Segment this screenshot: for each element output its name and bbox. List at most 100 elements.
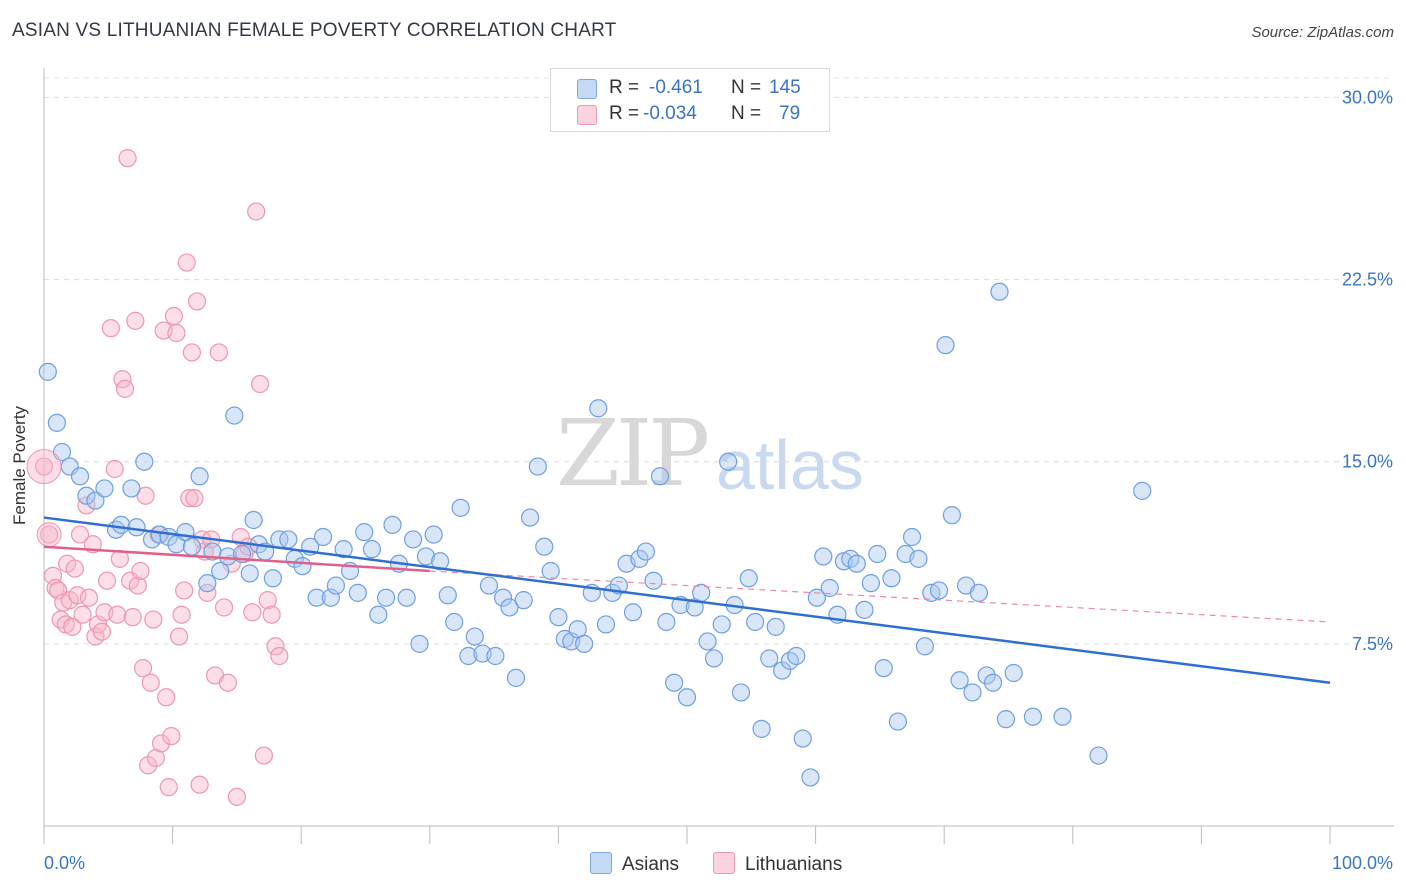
asian-point xyxy=(218,547,237,566)
asian-point xyxy=(820,578,839,598)
asian-point xyxy=(950,671,969,690)
asian-point xyxy=(902,527,922,547)
lithuanian-point xyxy=(46,578,65,598)
n-value: 145 xyxy=(769,77,801,98)
asian-point xyxy=(225,406,244,425)
r-value: -0.034 xyxy=(643,103,697,124)
r-label: R = xyxy=(609,103,640,124)
asian-point xyxy=(369,605,388,624)
lithuanian-point xyxy=(198,583,217,602)
asian-point xyxy=(847,554,866,573)
asian-point xyxy=(410,634,429,653)
x-tick-label: 0.0% xyxy=(44,853,85,873)
lithuanian-point xyxy=(159,778,178,797)
y-tick-label: 30.0% xyxy=(1342,87,1393,107)
lithuanian-point xyxy=(172,605,191,624)
asian-point xyxy=(596,615,616,634)
lithuanian-point xyxy=(164,306,183,326)
asian-point xyxy=(451,498,470,517)
asian-point xyxy=(348,583,367,602)
lithuanian-point xyxy=(141,673,160,692)
asian-point xyxy=(739,569,758,588)
legend-label-lithuanians: Lithuanians xyxy=(745,854,843,875)
asian-point xyxy=(731,683,751,702)
lithuanian-point xyxy=(169,627,189,646)
lithuanian-point xyxy=(34,457,54,476)
asian-point xyxy=(1133,481,1152,500)
lithuanian-point xyxy=(180,489,199,508)
asian-point xyxy=(1023,707,1043,726)
asian-point xyxy=(630,549,649,568)
asian-point xyxy=(95,479,114,498)
asian-point xyxy=(38,362,57,381)
lithuanians-swatch xyxy=(713,852,735,874)
lithuanian-point xyxy=(162,727,181,746)
asian-point xyxy=(403,530,423,549)
asian-point xyxy=(326,576,346,595)
asian-point xyxy=(494,588,513,607)
y-tick-label: 22.5% xyxy=(1342,270,1393,290)
legend-row-asians: R = -0.461 N = 145 xyxy=(551,75,829,101)
lithuanian-point xyxy=(157,688,176,707)
asian-point xyxy=(712,615,731,634)
asian-point xyxy=(486,646,505,666)
lithuanian-point xyxy=(26,449,62,485)
asian-point xyxy=(719,452,738,471)
asian-point xyxy=(549,608,568,627)
asian-point xyxy=(479,576,499,595)
asian-point xyxy=(909,549,928,568)
asian-point xyxy=(861,574,880,593)
asian-point xyxy=(465,627,484,646)
asian-point xyxy=(855,600,874,619)
asian-point xyxy=(915,637,935,656)
lithuanian-point xyxy=(36,522,62,548)
lithuanians-swatch xyxy=(577,105,597,125)
lithuanian-point xyxy=(40,525,59,544)
lithuanian-point xyxy=(187,292,207,311)
lithuanian-point xyxy=(97,571,117,590)
lithuanian-point xyxy=(108,605,127,624)
asian-point xyxy=(397,588,416,607)
legend-item-lithuanians[interactable]: Lithuanians xyxy=(713,852,842,876)
asian-point xyxy=(244,510,263,530)
asian-point xyxy=(70,467,90,486)
lithuanian-point xyxy=(266,637,285,656)
watermark-atlas: atlas xyxy=(716,426,864,504)
asian-trend-line xyxy=(43,516,1331,684)
asian-point xyxy=(746,612,765,632)
lithuanian-point xyxy=(77,496,96,515)
asian-point xyxy=(1004,663,1023,683)
lithuanian-point xyxy=(118,149,137,168)
asian-point xyxy=(977,666,996,685)
asian-point xyxy=(376,588,396,607)
asian-point xyxy=(438,586,457,605)
lithuanian-point xyxy=(131,561,150,581)
asian-point xyxy=(698,632,717,651)
y-tick-label: 15.0% xyxy=(1342,452,1393,472)
asian-point xyxy=(424,525,443,544)
lithuanian-point xyxy=(214,598,234,617)
correlation-legend: R = -0.461 N = 145 R = -0.034 N = 79 xyxy=(550,68,830,132)
asian-point xyxy=(198,574,217,593)
legend-item-asians[interactable]: Asians xyxy=(590,852,679,876)
asian-point xyxy=(636,542,655,561)
lithuanian-point xyxy=(262,605,281,624)
asian-point xyxy=(135,452,154,471)
asian-point xyxy=(888,712,908,731)
lithuanian-point xyxy=(73,605,92,624)
asian-point xyxy=(882,569,901,588)
asian-point xyxy=(307,588,326,607)
asian-point xyxy=(383,515,402,534)
asian-point xyxy=(263,569,283,588)
asian-point xyxy=(874,659,893,678)
lithuanian-point xyxy=(79,588,99,607)
asian-point xyxy=(528,457,547,476)
asian-point xyxy=(211,561,230,581)
asian-point xyxy=(657,612,676,632)
asian-point xyxy=(963,683,982,702)
lithuanian-point xyxy=(209,343,228,362)
chart-title: ASIAN VS LITHUANIAN FEMALE POVERTY CORRE… xyxy=(12,20,617,41)
lithuanian-point xyxy=(254,746,274,765)
asian-point xyxy=(868,544,887,564)
lithuanian-point xyxy=(151,734,171,753)
